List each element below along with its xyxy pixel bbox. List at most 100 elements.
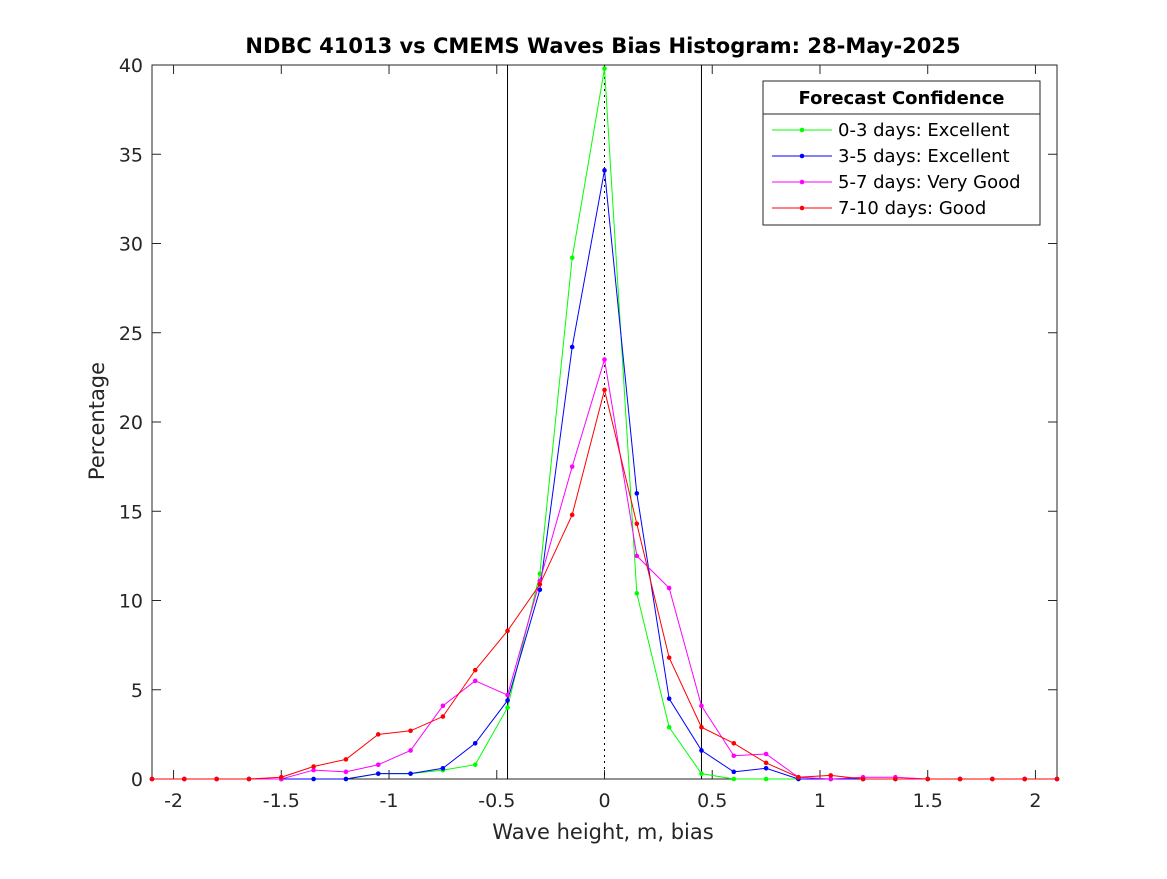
data-point	[699, 703, 704, 709]
data-point	[569, 512, 575, 518]
data-point	[505, 628, 510, 634]
y-tick-label: 30	[119, 234, 143, 256]
data-point	[408, 728, 413, 734]
data-point	[375, 732, 381, 737]
data-point	[1054, 776, 1060, 782]
data-point	[375, 762, 381, 768]
data-point	[375, 771, 381, 776]
data-point	[278, 774, 284, 780]
data-point	[957, 776, 963, 782]
data-point	[666, 585, 672, 591]
y-tick-label: 10	[119, 591, 143, 613]
data-point	[699, 771, 704, 776]
data-point	[763, 765, 769, 771]
data-point	[537, 582, 543, 587]
data-point	[699, 724, 704, 730]
legend-swatch-marker	[799, 153, 805, 159]
legend-entry-1: 3-5 days: Excellent	[772, 146, 1010, 167]
data-point	[990, 776, 995, 782]
legend-entry-0: 0-3 days: Excellent	[772, 120, 1010, 141]
x-tick-label: 0	[598, 790, 610, 812]
series-3	[149, 387, 1060, 782]
data-point	[505, 705, 510, 710]
x-tick-label: -1.5	[263, 790, 300, 812]
data-point	[311, 764, 316, 769]
data-point	[763, 760, 769, 766]
data-point	[537, 571, 543, 577]
data-point	[343, 757, 349, 762]
data-point	[408, 748, 413, 753]
data-point	[828, 773, 834, 778]
data-point	[763, 751, 769, 757]
data-point	[440, 765, 446, 771]
data-point	[343, 776, 349, 782]
legend-swatch-marker	[799, 179, 805, 185]
data-point	[699, 748, 704, 753]
reference-lines	[507, 65, 702, 779]
data-point	[893, 776, 898, 782]
data-point	[634, 491, 640, 496]
data-point	[246, 776, 252, 782]
legend-label: 3-5 days: Excellent	[838, 146, 1010, 167]
data-point	[440, 703, 446, 709]
legend-entries: 0-3 days: Excellent 3-5 days: Excellent 5-…	[772, 120, 1021, 219]
y-tick-label: 20	[119, 412, 143, 434]
chart-title: NDBC 41013 vs CMEMS Waves Bias Histogram…	[245, 34, 960, 58]
data-point	[182, 776, 187, 782]
x-tick-label: -2	[164, 790, 183, 812]
data-point	[149, 776, 155, 782]
x-tick-label: 2	[1029, 790, 1041, 812]
data-point	[408, 771, 413, 776]
legend-title: Forecast Confidence	[799, 88, 1005, 109]
data-point	[666, 696, 672, 701]
y-tick-label: 35	[119, 144, 143, 166]
data-point	[763, 776, 769, 782]
data-point	[472, 667, 478, 673]
data-point	[731, 753, 737, 759]
data-point	[569, 344, 575, 350]
y-axis-label: Percentage	[85, 362, 109, 480]
data-point	[311, 767, 316, 773]
data-point	[634, 553, 640, 559]
data-point	[925, 776, 931, 782]
legend-swatch-marker	[799, 205, 805, 211]
data-point	[666, 655, 672, 660]
y-tick-label: 5	[131, 680, 143, 702]
y-tick-label: 25	[119, 323, 143, 345]
legend: Forecast Confidence 0-3 days: Excellent 3…	[762, 80, 1041, 226]
data-point	[537, 587, 543, 593]
data-point	[569, 464, 575, 469]
legend-swatch-marker	[799, 127, 805, 133]
data-point	[472, 741, 478, 746]
y-tick-label: 15	[119, 501, 143, 523]
data-point	[731, 741, 737, 746]
data-point	[602, 357, 607, 362]
data-point	[1022, 776, 1027, 782]
data-point	[634, 521, 640, 527]
data-point	[828, 776, 834, 782]
data-point	[505, 698, 510, 703]
data-point	[505, 692, 510, 698]
legend-entry-3: 7-10 days: Good	[772, 198, 986, 219]
data-point	[634, 591, 640, 596]
x-tick-label: 1	[814, 790, 826, 812]
x-tick-label: -1	[380, 790, 399, 812]
data-point	[796, 774, 801, 780]
data-point	[602, 387, 607, 393]
data-point	[440, 714, 446, 719]
y-tick-label: 0	[131, 769, 143, 791]
data-point	[731, 769, 737, 775]
x-axis-label: Wave height, m, bias	[492, 820, 713, 844]
legend-label: 5-7 days: Very Good	[838, 172, 1021, 193]
series-layer	[149, 66, 1060, 782]
data-point	[569, 255, 575, 261]
legend-label: 7-10 days: Good	[838, 198, 986, 219]
data-point	[472, 762, 478, 768]
data-point	[472, 678, 478, 684]
data-point	[860, 776, 866, 782]
data-point	[602, 66, 607, 71]
data-point	[602, 168, 607, 173]
